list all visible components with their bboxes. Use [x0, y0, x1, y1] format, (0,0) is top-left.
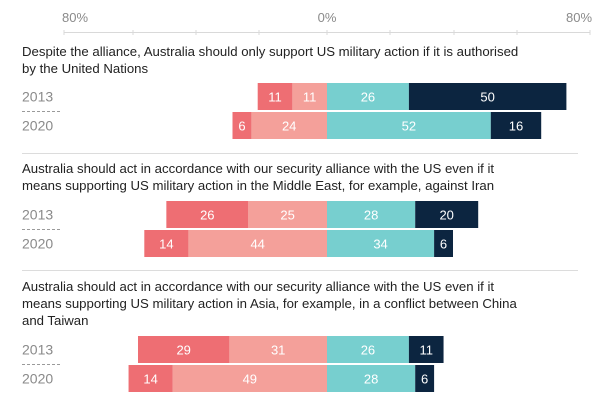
bar-somewhat-disagree [292, 83, 327, 110]
bar-strongly-disagree [128, 365, 173, 392]
year-label: 2013 [22, 89, 53, 105]
question-text-line: Australia should act in accordance with … [22, 279, 494, 294]
bar-strongly-disagree [138, 336, 230, 363]
bar-strongly-agree [415, 201, 479, 228]
data-label: 11 [419, 343, 433, 358]
bar-somewhat-agree [327, 230, 435, 257]
question-text-line: by the United Nations [22, 61, 148, 76]
bar-somewhat-agree [327, 365, 416, 392]
data-label: 24 [282, 119, 296, 134]
data-label: 14 [159, 237, 173, 252]
bar-somewhat-disagree [248, 201, 327, 228]
data-label: 52 [402, 119, 416, 134]
data-label: 26 [361, 90, 375, 105]
bar-strongly-disagree [232, 112, 252, 139]
question-text-line: Despite the alliance, Australia should o… [22, 44, 518, 59]
question-text-line: means supporting US military action in t… [22, 178, 494, 193]
data-label: 50 [480, 90, 494, 105]
data-label: 26 [361, 343, 375, 358]
bar-strongly-agree [408, 83, 567, 110]
bar-somewhat-agree [327, 112, 491, 139]
year-label: 2013 [22, 207, 53, 223]
data-label: 26 [200, 208, 214, 223]
year-label: 2020 [22, 371, 53, 387]
bar-row-2020: 2020 49 14 28 6 [22, 365, 435, 392]
data-label: 29 [176, 343, 190, 358]
axis-tick-label: 80% [566, 10, 592, 25]
bar-strongly-agree [415, 365, 435, 392]
bar-strongly-disagree [144, 230, 189, 257]
data-label: 11 [268, 90, 282, 105]
data-label: 28 [364, 372, 378, 387]
data-label: 6 [238, 119, 245, 134]
year-label: 2013 [22, 342, 53, 358]
bar-strongly-agree [490, 112, 542, 139]
question-text-line: means supporting US military action in A… [22, 296, 517, 311]
axis-tick-label: 0% [318, 10, 337, 25]
bar-row-2020: 2020 44 14 34 6 [22, 230, 453, 257]
question-text-line: Australia should act in accordance with … [22, 161, 494, 176]
data-label: 14 [143, 372, 157, 387]
bar-somewhat-agree [327, 201, 416, 228]
bar-strongly-disagree [166, 201, 249, 228]
data-label: 11 [303, 90, 317, 105]
axis-tick-label: 80% [62, 10, 88, 25]
data-label: 6 [421, 372, 428, 387]
question-group: Despite the alliance, Australia should o… [22, 44, 578, 154]
bar-strongly-agree [408, 336, 444, 363]
bar-strongly-disagree [257, 83, 293, 110]
data-label: 28 [364, 208, 378, 223]
data-label: 6 [440, 237, 447, 252]
bar-row-2020: 2020 24 6 52 16 [22, 112, 542, 139]
bar-row-2013: 2013 31 29 26 11 [22, 336, 444, 365]
data-label: 44 [250, 237, 264, 252]
bar-somewhat-agree [327, 336, 409, 363]
bar-row-2013: 2013 25 26 28 20 [22, 201, 479, 230]
bar-somewhat-disagree [251, 112, 327, 139]
bar-somewhat-agree [327, 83, 409, 110]
question-group: Australia should act in accordance with … [22, 279, 517, 392]
data-label: 25 [280, 208, 294, 223]
bar-somewhat-disagree [172, 365, 327, 392]
bar-row-2013: 2013 11 11 26 50 [22, 83, 567, 112]
year-label: 2020 [22, 236, 53, 252]
year-label: 2020 [22, 118, 53, 134]
question-group: Australia should act in accordance with … [22, 161, 578, 271]
bar-somewhat-disagree [229, 336, 327, 363]
data-label: 20 [439, 208, 453, 223]
data-label: 49 [243, 372, 257, 387]
data-label: 31 [271, 343, 285, 358]
data-label: 16 [509, 119, 523, 134]
data-label: 34 [373, 237, 387, 252]
bar-strongly-agree [434, 230, 453, 257]
question-text-line: and Taiwan [22, 313, 88, 328]
bar-somewhat-disagree [188, 230, 327, 257]
